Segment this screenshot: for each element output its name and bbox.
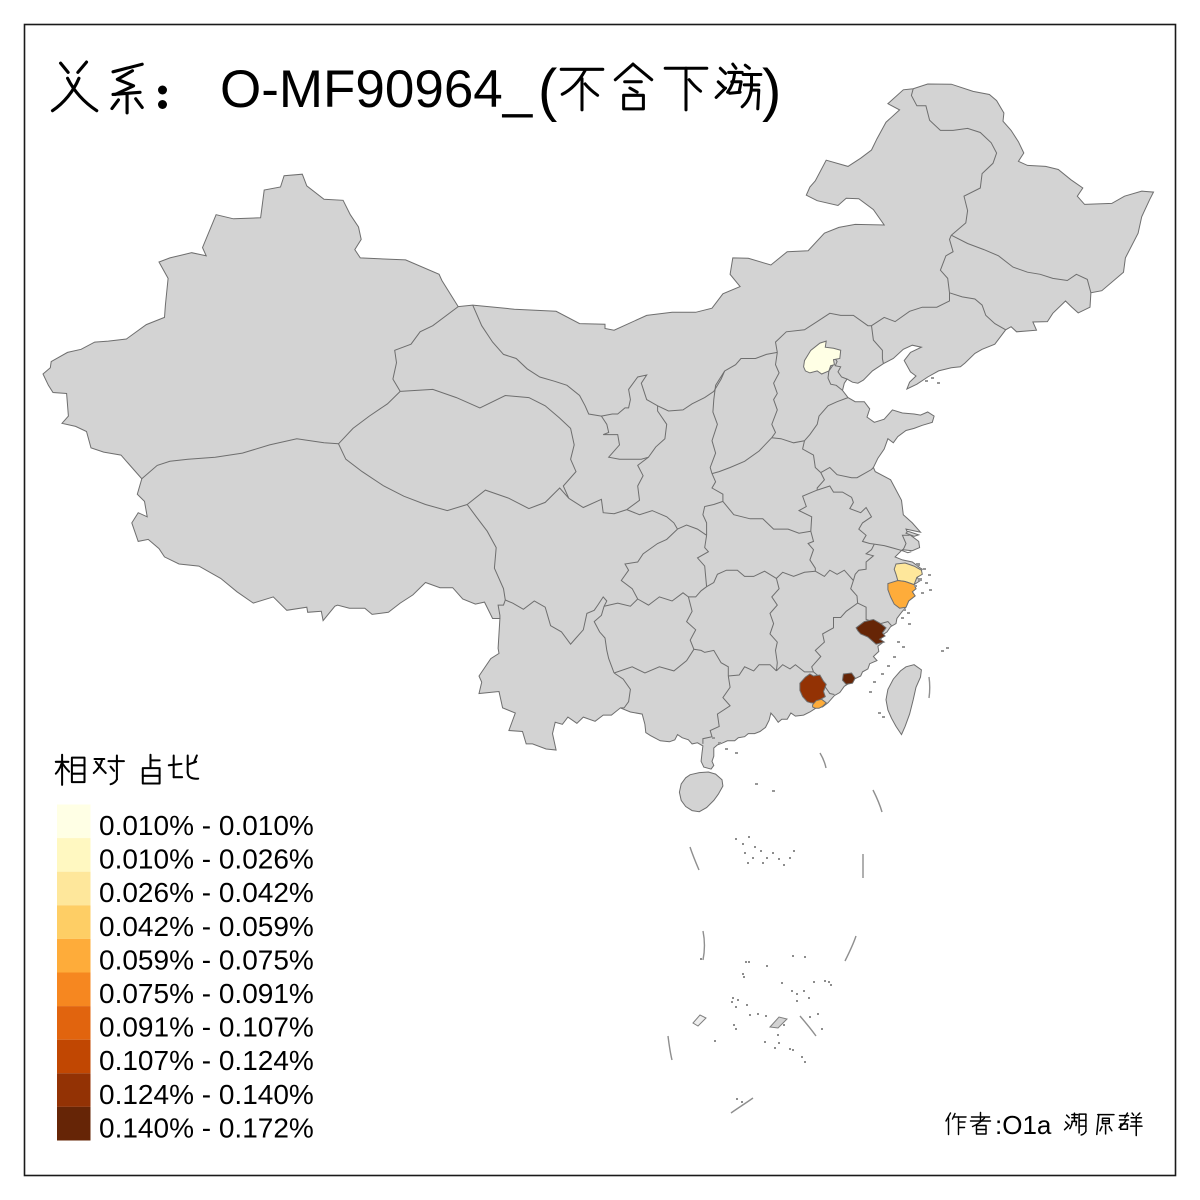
svg-text:(: (	[538, 58, 557, 123]
svg-text::O1a: :O1a	[995, 1110, 1052, 1140]
svg-text:): )	[762, 58, 781, 123]
svg-text:0.059% - 0.075%: 0.059% - 0.075%	[99, 944, 314, 975]
svg-text:O-MF90964_: O-MF90964_	[220, 60, 534, 119]
svg-text:0.042% - 0.059%: 0.042% - 0.059%	[99, 911, 314, 942]
svg-text:0.140% - 0.172%: 0.140% - 0.172%	[99, 1112, 314, 1143]
svg-text:0.010% - 0.010%: 0.010% - 0.010%	[99, 810, 314, 841]
svg-text:0.075% - 0.091%: 0.075% - 0.091%	[99, 978, 314, 1009]
svg-text:0.091% - 0.107%: 0.091% - 0.107%	[99, 1012, 314, 1043]
svg-text:0.124% - 0.140%: 0.124% - 0.140%	[99, 1079, 314, 1110]
svg-text:0.026% - 0.042%: 0.026% - 0.042%	[99, 877, 314, 908]
svg-text:0.010% - 0.026%: 0.010% - 0.026%	[99, 844, 314, 875]
svg-text:0.107% - 0.124%: 0.107% - 0.124%	[99, 1045, 314, 1076]
